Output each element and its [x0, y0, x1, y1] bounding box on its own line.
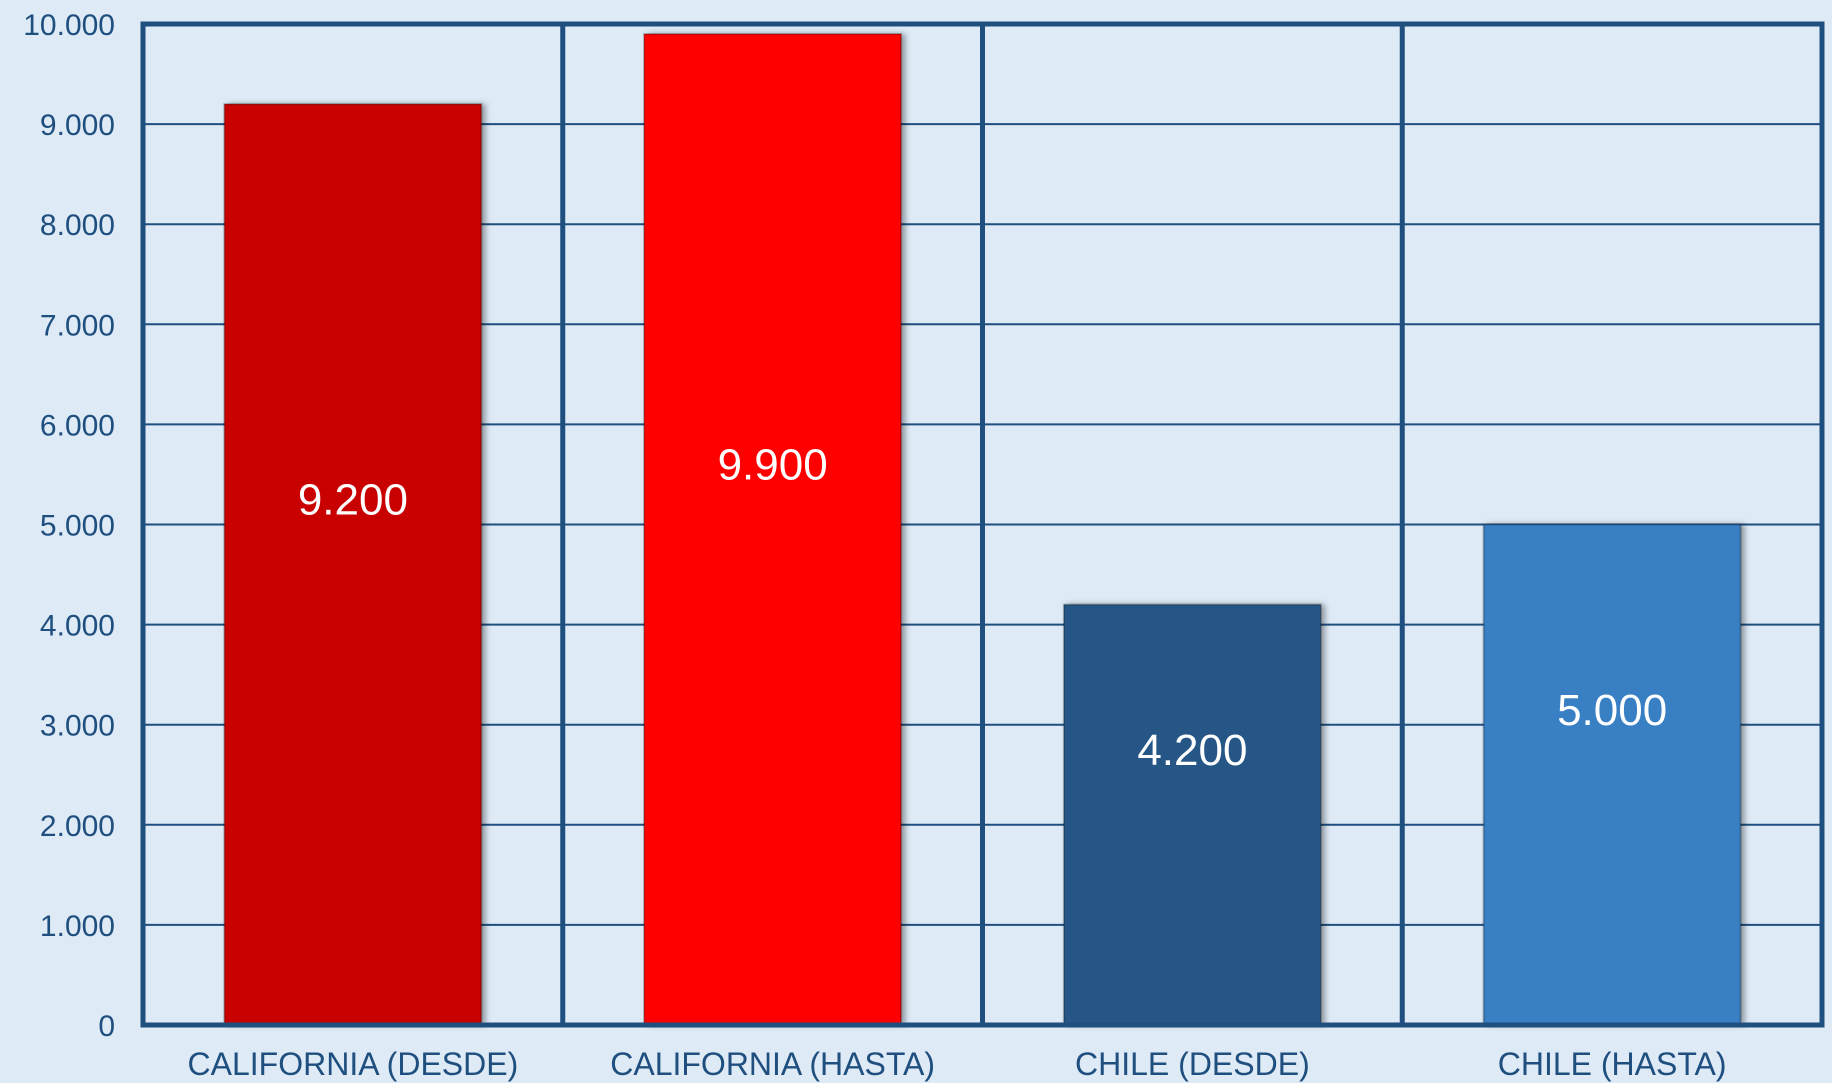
y-axis-ticks: 0 1.000 2.000 3.000 4.000 5.000 6.000 7.000 8.00… [23, 9, 115, 1043]
plot-border [140, 21, 1825, 1028]
x-category-label: CALIFORNIA (HASTA) [610, 1046, 935, 1082]
y-tick-label: 6.000 [40, 409, 115, 442]
x-category-label: CHILE (DESDE) [1075, 1046, 1310, 1082]
bar-value-label: 9.200 [298, 476, 408, 525]
y-tick-label: 7.000 [40, 309, 115, 342]
value-labels: 9.200 9.900 4.200 5.000 [298, 441, 1667, 775]
x-axis-categories: CALIFORNIA (DESDE) CALIFORNIA (HASTA) CHIL… [188, 1046, 1727, 1082]
x-category-label: CHILE (HASTA) [1498, 1046, 1727, 1082]
bar-value-label: 9.900 [718, 441, 828, 490]
y-tick-label: 5.000 [40, 510, 115, 543]
y-tick-label: 2.000 [40, 810, 115, 843]
y-tick-label: 9.000 [40, 109, 115, 142]
y-tick-label: 4.000 [40, 610, 115, 643]
x-category-label: CALIFORNIA (DESDE) [188, 1046, 519, 1082]
y-tick-label: 0 [98, 1010, 115, 1043]
bar-value-label: 5.000 [1557, 686, 1667, 735]
y-tick-label: 8.000 [40, 209, 115, 242]
bar [1482, 523, 1742, 1026]
y-tick-label: 1.000 [40, 910, 115, 943]
y-tick-label: 10.000 [23, 9, 115, 42]
bar [223, 103, 483, 1026]
bar-value-label: 4.200 [1137, 726, 1247, 775]
plot-frame [140, 21, 1825, 1028]
bars [223, 33, 1742, 1027]
y-tick-label: 3.000 [40, 710, 115, 743]
bar [1062, 603, 1322, 1027]
bar [643, 33, 903, 1026]
